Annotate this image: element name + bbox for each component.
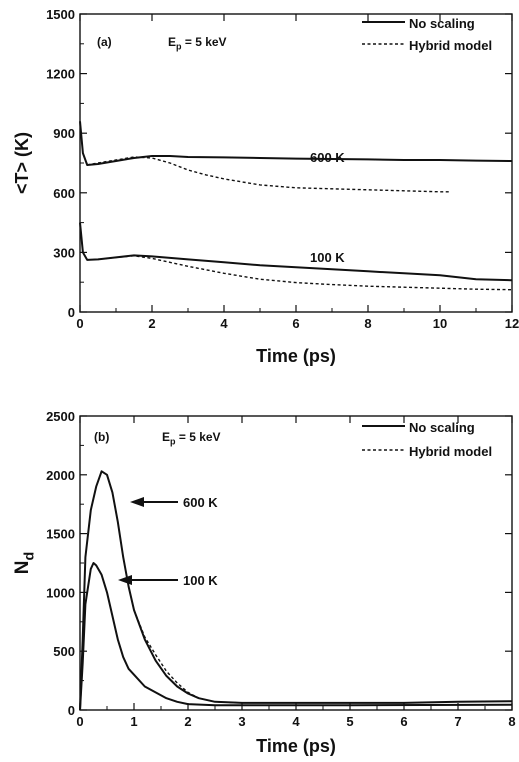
x-tick-label: 10 [433, 316, 447, 331]
y-tick-label: 1200 [46, 67, 75, 82]
x-tick-label: 2 [148, 316, 155, 331]
y-tick-label: 2000 [46, 468, 75, 483]
x-tick-label: 6 [292, 316, 299, 331]
x-tick-label: 3 [238, 714, 245, 729]
y-tick-label: 1500 [46, 527, 75, 542]
y-tick-label: 1500 [46, 7, 75, 22]
x-tick-label: 7 [454, 714, 461, 729]
x-tick-label: 8 [364, 316, 371, 331]
chart-panel-a: 0 2 4 6 8 10 12 0 300 600 900 1200 1500 Time (ps) <T> … [12, 7, 519, 366]
series-line-no-scaling-2 [79, 562, 513, 711]
series-line-hybrid-model-3 [87, 255, 513, 291]
y-tick-label: 600 [53, 186, 75, 201]
x-tick-label: 4 [292, 714, 300, 729]
legend-label-hybrid-model: Hybrid model [409, 38, 492, 53]
arrow-head-1 [118, 575, 132, 585]
temperature-label-100k: 100 K [183, 573, 218, 588]
series-line-no-scaling-0 [79, 121, 513, 166]
x-tick-label: 2 [184, 714, 191, 729]
legend-label-hybrid-model: Hybrid model [409, 444, 492, 459]
x-tick-label: 0 [76, 316, 83, 331]
x-axis-title: Time (ps) [256, 346, 336, 366]
energy-label: Ep = 5 keV [168, 35, 227, 52]
series-line-no-scaling-2 [79, 222, 513, 282]
legend: No scaling Hybrid model [362, 16, 492, 53]
y-tick-label: 900 [53, 126, 75, 141]
x-tick-label: 6 [400, 714, 407, 729]
y-axis-title: <T> (K) [12, 132, 32, 194]
legend: No scaling Hybrid model [362, 420, 492, 459]
legend-label-no-scaling: No scaling [409, 16, 475, 31]
energy-label: Ep = 5 keV [162, 430, 221, 447]
legend-label-no-scaling: No scaling [409, 420, 475, 435]
plot-frame [79, 415, 513, 711]
y-tick-label: 0 [68, 305, 75, 320]
x-tick-label: 12 [505, 316, 519, 331]
x-tick-label: 4 [220, 316, 228, 331]
panel-label: (b) [94, 430, 109, 444]
y-axis-title: Nd [12, 552, 38, 574]
panel-label: (a) [97, 35, 112, 49]
x-axis-title: Time (ps) [256, 736, 336, 756]
x-tick-label: 1 [130, 714, 137, 729]
y-tick-label: 500 [53, 644, 75, 659]
series-line-hybrid-model-1 [87, 156, 451, 193]
x-tick-label: 0 [76, 714, 83, 729]
y-tick-label: 1000 [46, 585, 75, 600]
x-tick-label: 8 [508, 714, 515, 729]
x-tick-label: 5 [346, 714, 353, 729]
temperature-label-600k: 600 K [183, 495, 218, 510]
temperature-label-600k: 600 K [310, 150, 345, 165]
y-tick-label: 300 [53, 245, 75, 260]
series-line-hybrid-model-1 [133, 609, 243, 704]
series-line-no-scaling-0 [79, 470, 513, 711]
y-tick-label: 0 [68, 703, 75, 718]
arrow-head-0 [130, 497, 144, 507]
y-tick-label: 2500 [46, 409, 75, 424]
temperature-label-100k: 100 K [310, 250, 345, 265]
chart-panel-b: 0 1 2 3 4 5 6 7 8 0 500 1000 1500 2000 2500 Time (ps) Nd… [12, 409, 516, 756]
